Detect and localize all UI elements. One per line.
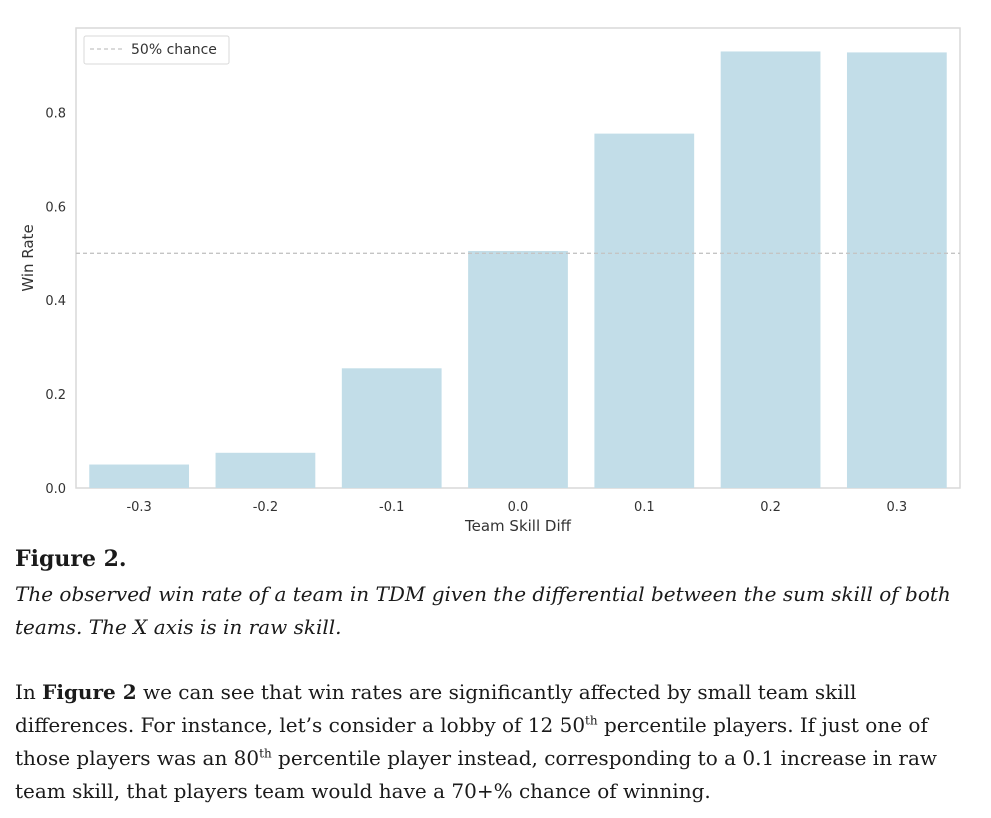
- legend: 50% chance: [83, 35, 230, 65]
- x-tick-labels: -0.3 -0.2 -0.1 0.0 0.1 0.2 0.3: [126, 500, 907, 515]
- figure-reference: Figure 2: [42, 680, 137, 704]
- figure-label: Figure 2.: [15, 546, 127, 572]
- y-axis-title: Win Rate: [19, 224, 37, 291]
- bars: [89, 51, 947, 488]
- body-text-1: In: [15, 680, 43, 704]
- bar-0.0: [468, 250, 568, 488]
- x-tick-label: 0.3: [887, 500, 908, 515]
- superscript-th-1: th: [585, 713, 598, 728]
- x-tick-label: 0.0: [508, 500, 529, 515]
- figure-caption: The observed win rate of a team in TDM g…: [15, 582, 951, 639]
- x-axis-title: Team Skill Diff: [464, 517, 572, 535]
- x-tick-label: -0.1: [379, 500, 404, 515]
- x-tick-label: -0.2: [253, 500, 278, 515]
- legend-label: 50% chance: [131, 42, 217, 58]
- y-tick-label: 0.6: [45, 200, 66, 215]
- x-tick-label: 0.2: [760, 500, 781, 515]
- y-tick-label: 0.4: [45, 294, 66, 309]
- bar--0.1: [341, 368, 442, 488]
- body-text-4: percentile player instead, corresponding…: [15, 746, 938, 803]
- bar-0.3: [846, 52, 947, 488]
- bar--0.3: [89, 464, 190, 488]
- legend-box: [83, 35, 230, 65]
- bar-chart: 0.0 0.2 0.4 0.6 0.8 -0.3 -0.2 -0.1 0.0 0.1 0.2 0.3…: [19, 27, 961, 535]
- x-tick-label: 0.1: [634, 500, 655, 515]
- bar--0.2: [215, 452, 316, 488]
- bar-0.1: [594, 133, 695, 488]
- body-text-2: we can see that win rates are significan…: [15, 680, 857, 737]
- y-tick-label: 0.0: [45, 482, 66, 497]
- x-tick-label: -0.3: [126, 500, 151, 515]
- y-tick-label: 0.2: [45, 388, 66, 403]
- y-tick-label: 0.8: [45, 106, 66, 121]
- body-paragraph: In Figure 2 we can see that win rates ar…: [15, 676, 975, 808]
- bar-0.2: [720, 51, 821, 488]
- y-tick-labels: 0.0 0.2 0.4 0.6 0.8: [45, 106, 66, 497]
- body-text-3: percentile players. If just one of those…: [15, 713, 928, 770]
- superscript-th-2: th: [259, 746, 272, 761]
